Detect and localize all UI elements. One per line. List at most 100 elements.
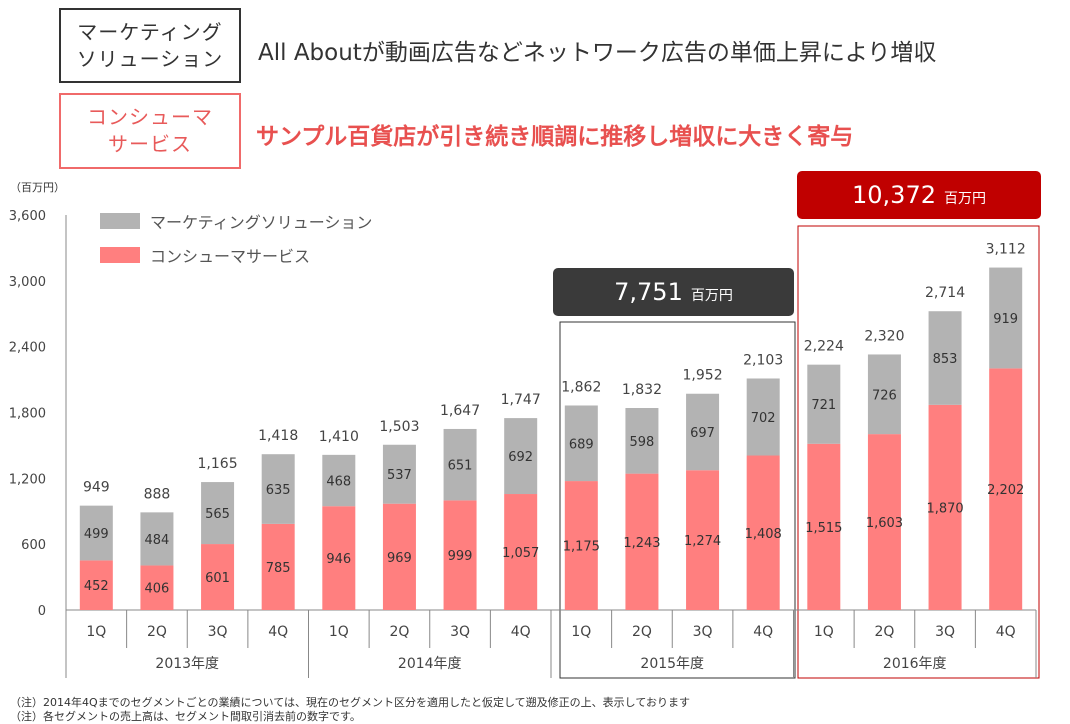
bar-marketing-label: 484 [145, 533, 170, 548]
bar-consumer [504, 494, 538, 610]
bar-consumer [201, 544, 235, 610]
total-2015-unit: 百万円 [690, 288, 733, 304]
x-tick-label: 4Q [511, 624, 531, 640]
bar-consumer [625, 473, 659, 610]
bar-marketing [504, 418, 538, 495]
bar-marketing [322, 454, 356, 507]
bar-consumer-label: 1,274 [684, 534, 721, 549]
bar-consumer-label: 785 [266, 561, 291, 576]
bar-consumer-label: 1,870 [926, 501, 963, 516]
frame-2016 [797, 225, 1040, 679]
x-tick-label: 2Q [389, 624, 409, 640]
bar-marketing [140, 512, 174, 566]
bar-marketing [201, 482, 235, 545]
year-group-label: 2013年度 [155, 656, 219, 672]
legend-marketing-label: マーケティングソリューション [150, 213, 373, 232]
bar-marketing-label: 635 [266, 483, 291, 498]
bar-consumer [746, 455, 780, 610]
bar-total-label: 3,112 [986, 242, 1026, 258]
bar-total-label: 1,647 [440, 403, 480, 419]
bar-total-label: 1,862 [561, 379, 601, 395]
footnote-2: （注）各セグメントの売上高は、セグメント間取引消去前の数字です。 [10, 710, 361, 723]
bar-marketing [746, 378, 780, 456]
bar-consumer-label: 1,243 [623, 536, 660, 551]
bar-total-label: 1,832 [622, 382, 662, 398]
bar-consumer-label: 1,057 [502, 546, 539, 561]
consumer-headline: サンプル百貨店が引き続き順調に推移し増収に大きく寄与 [256, 124, 854, 150]
marketing-box-line2: ソリューション [76, 46, 224, 71]
x-tick-label: 3Q [693, 624, 713, 640]
bar-consumer [140, 565, 174, 610]
bar-marketing-label: 468 [326, 475, 351, 490]
x-tick-label: 2Q [147, 624, 167, 640]
y-tick-label: 600 [21, 538, 46, 553]
bar-marketing-label: 565 [205, 507, 230, 522]
y-unit-label: （百万円） [10, 181, 65, 194]
y-tick-label: 1,200 [9, 472, 46, 487]
x-tick-label: 1Q [571, 624, 591, 640]
x-tick-label: 4Q [996, 624, 1016, 640]
bar-total-label: 2,103 [743, 352, 783, 368]
bar-total-label: 2,320 [864, 328, 904, 344]
total-2016-box: 10,372 百万円 [797, 171, 1041, 219]
x-tick-label: 2Q [874, 624, 894, 640]
year-group-label: 2014年度 [398, 656, 462, 672]
total-2016-unit: 百万円 [943, 191, 986, 207]
bar-consumer [928, 404, 962, 610]
bar-marketing [382, 444, 416, 504]
bar-total-label: 2,714 [925, 285, 965, 301]
bar-marketing-label: 689 [569, 437, 594, 452]
marketing-segment-box: マーケティング ソリューション [59, 8, 241, 83]
bar-total-label: 1,747 [501, 392, 541, 408]
bar-total-label: 1,418 [258, 428, 298, 444]
x-tick-label: 3Q [208, 624, 228, 640]
x-tick-label: 2Q [632, 624, 652, 640]
total-2015-value: 7,751 [614, 278, 683, 306]
bar-marketing-label: 598 [630, 435, 655, 450]
bar-total-label: 1,952 [683, 368, 723, 384]
legend-consumer-swatch [100, 247, 140, 263]
bar-consumer [261, 523, 295, 610]
total-2015-box: 7,751 百万円 [553, 268, 794, 316]
bar-consumer-label: 1,515 [805, 521, 842, 536]
bar-marketing [807, 364, 841, 444]
year-group-label: 2016年度 [883, 656, 947, 672]
bar-consumer-label: 999 [448, 549, 473, 564]
bar-consumer-label: 2,202 [987, 483, 1024, 498]
bar-marketing [443, 428, 477, 501]
bar-marketing-label: 692 [508, 450, 533, 465]
x-tick-label: 4Q [753, 624, 773, 640]
bar-consumer [443, 500, 477, 610]
x-tick-label: 1Q [329, 624, 349, 640]
bar-consumer [79, 560, 113, 610]
bar-consumer [867, 434, 901, 610]
year-group-label: 2015年度 [640, 656, 704, 672]
bar-consumer-label: 1,603 [866, 516, 903, 531]
bar-consumer [382, 503, 416, 610]
bar-consumer-label: 452 [84, 579, 109, 594]
bar-consumer [322, 506, 356, 610]
bar-consumer-label: 1,175 [563, 540, 600, 555]
bar-total-label: 1,165 [198, 456, 238, 472]
bar-consumer [686, 470, 720, 610]
bar-marketing [79, 505, 113, 561]
bar-total-label: 2,224 [804, 339, 844, 355]
bar-consumer-label: 969 [387, 551, 412, 566]
bar-marketing-label: 726 [872, 388, 897, 403]
x-tick-label: 4Q [268, 624, 288, 640]
x-tick-label: 1Q [86, 624, 106, 640]
consumer-segment-box: コンシューマ サービス [59, 93, 241, 169]
bar-marketing [564, 405, 598, 482]
bar-marketing-label: 537 [387, 468, 412, 483]
bar-marketing [686, 393, 720, 471]
bar-total-label: 1,410 [319, 429, 359, 445]
legend-consumer-label: コンシューマサービス [150, 247, 311, 266]
bar-marketing-label: 499 [84, 527, 109, 542]
y-tick-label: 3,000 [9, 275, 46, 290]
y-tick-label: 0 [38, 604, 46, 619]
bar-marketing [989, 267, 1023, 369]
x-tick-label: 3Q [450, 624, 470, 640]
marketing-box-line1: マーケティング [77, 19, 223, 44]
bar-marketing-label: 697 [690, 426, 715, 441]
